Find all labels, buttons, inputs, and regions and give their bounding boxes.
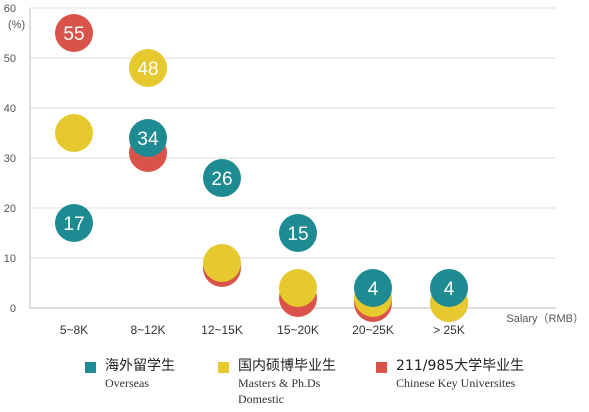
bubbles: 55 48 17 34 26 15 4 4 xyxy=(55,14,468,322)
legend-title-key-universities: 211/985大学毕业生 xyxy=(396,358,525,374)
legend-subtitle-line1: Overseas xyxy=(105,376,149,390)
legend-title-overseas: 海外留学生 xyxy=(105,358,175,374)
legend-subtitle-domestic: Masters & Ph.Ds Domestic xyxy=(238,375,320,407)
x-tick-label: 5~8K xyxy=(60,323,88,337)
data-label: 34 xyxy=(137,129,159,150)
data-label: 17 xyxy=(63,214,84,235)
y-tick-label: 0 xyxy=(10,303,16,315)
y-tick-label: 60 xyxy=(4,3,16,15)
data-label: 48 xyxy=(137,59,158,80)
x-tick-label: 12~15K xyxy=(201,323,243,337)
legend-subtitle-line1: Chinese Key Universites xyxy=(396,376,516,390)
bubble-point xyxy=(203,244,241,282)
legend-swatch-domestic xyxy=(218,362,229,373)
bubble-point xyxy=(55,14,93,52)
legend-swatch-key-universities xyxy=(376,362,387,373)
x-tick-label: 20~25K xyxy=(352,323,394,337)
legend-subtitle-line2: Domestic xyxy=(238,392,284,406)
data-label: 55 xyxy=(63,24,84,45)
x-tick-label: 8~12K xyxy=(130,323,165,337)
legend: 海外留学生 Overseas 国内硕博毕业生 Masters & Ph.Ds D… xyxy=(0,355,589,412)
bubble-point xyxy=(55,114,93,152)
x-tick-label: 15~20K xyxy=(277,323,319,337)
grid-lines xyxy=(30,7,556,259)
bubble-point xyxy=(279,269,317,307)
y-axis-unit-label: (%) xyxy=(8,19,25,31)
data-label: 26 xyxy=(211,169,232,190)
bubble-point xyxy=(354,269,392,307)
bubble-point xyxy=(430,269,468,307)
chart-canvas: 0 10 20 30 40 50 60 5~8K 8~12K 12~15K 15~20K 20~25K… xyxy=(4,3,584,337)
legend-swatch-overseas xyxy=(85,362,96,373)
y-tick-label: 50 xyxy=(4,53,16,65)
bubble-point xyxy=(279,214,317,252)
y-tick-label: 10 xyxy=(4,253,16,265)
x-axis-title: Salary（RMB） xyxy=(506,312,584,325)
bubble-point xyxy=(129,119,167,157)
data-label: 4 xyxy=(368,279,379,300)
bubble-point xyxy=(129,49,167,87)
y-tick-label: 20 xyxy=(4,203,16,215)
y-tick-label: 30 xyxy=(4,153,16,165)
x-tick-label: > 25K xyxy=(433,323,465,337)
legend-title-domestic: 国内硕博毕业生 xyxy=(238,358,336,374)
data-label: 15 xyxy=(287,224,308,245)
bubble-point xyxy=(203,159,241,197)
axes: 0 10 20 30 40 50 60 5~8K 8~12K 12~15K 15~20K 20~25K… xyxy=(4,3,556,337)
legend-subtitle-line1: Masters & Ph.Ds xyxy=(238,376,321,390)
legend-subtitle-key-universities: Chinese Key Universites xyxy=(396,375,515,391)
y-tick-label: 40 xyxy=(4,103,16,115)
legend-subtitle-overseas: Overseas xyxy=(105,375,149,391)
data-label: 4 xyxy=(444,279,455,300)
bubble-point xyxy=(55,204,93,242)
